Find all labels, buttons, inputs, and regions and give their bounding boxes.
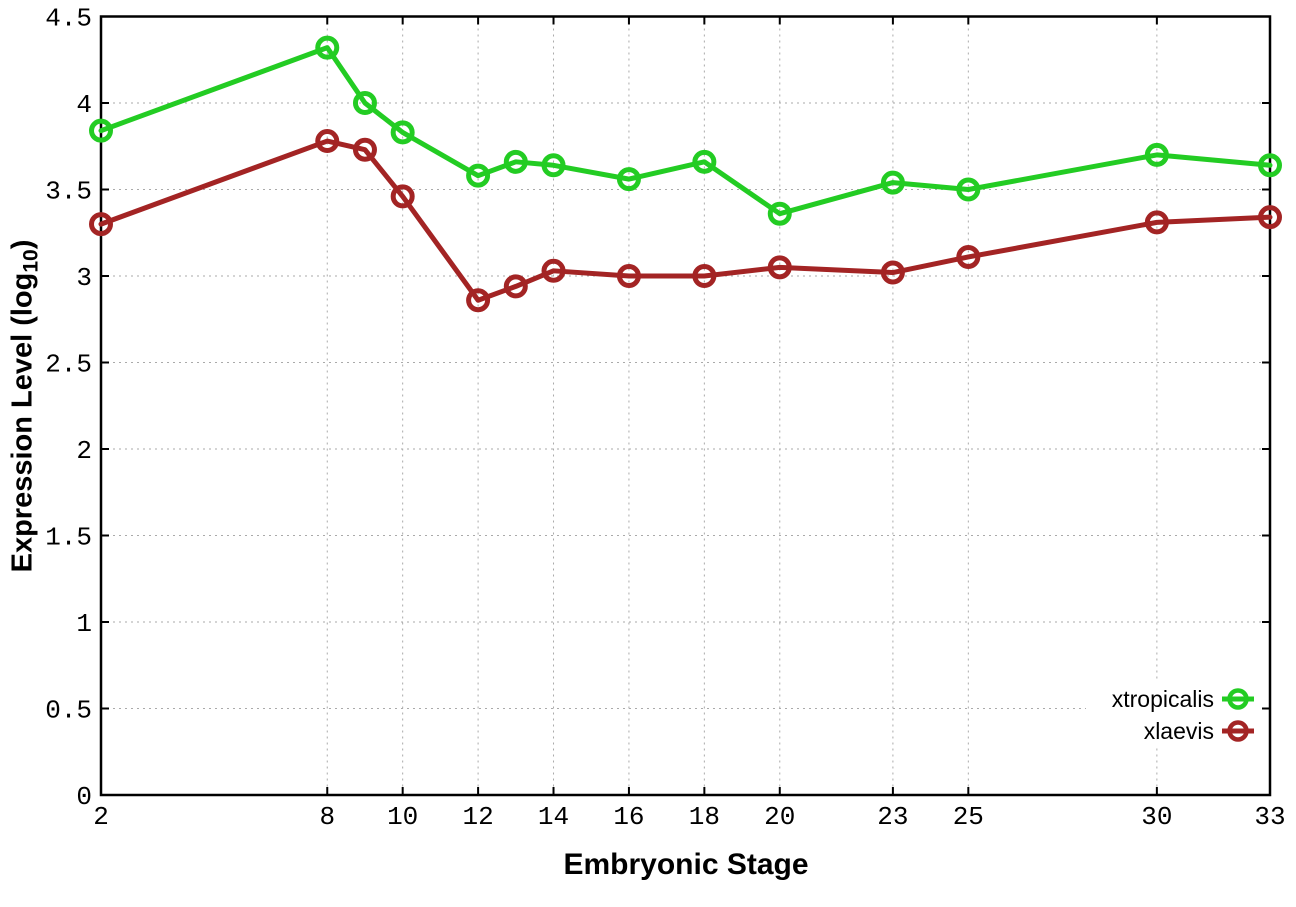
- data-point-xtropicalis: [390, 120, 415, 145]
- x-tick-label: 18: [689, 802, 720, 832]
- data-point-xtropicalis: [89, 118, 113, 143]
- data-point-xtropicalis: [541, 153, 566, 178]
- y-tick-label: 4.5: [45, 4, 92, 34]
- data-point-xlaevis: [616, 264, 641, 288]
- y-tick-label: 3: [76, 263, 92, 293]
- y-axis-title-subscript: 10: [19, 249, 43, 273]
- y-tick-label: 0.5: [45, 696, 92, 726]
- data-point-xlaevis: [880, 260, 905, 285]
- data-point-xtropicalis: [315, 35, 340, 60]
- x-tick-label: 14: [538, 802, 569, 832]
- y-tick-label: 4: [76, 90, 92, 120]
- data-point-xlaevis: [1144, 210, 1169, 235]
- legend-sample-marker-xlaevis: [1227, 720, 1249, 742]
- data-point-xlaevis: [956, 244, 981, 269]
- legend-sample-marker-xtropicalis: [1227, 688, 1249, 710]
- data-point-xtropicalis: [616, 167, 641, 192]
- x-tick-label: 10: [387, 802, 418, 832]
- x-tick-label: 20: [764, 802, 795, 832]
- data-point-xlaevis: [541, 258, 566, 283]
- legend-label-xtropicalis: xtropicalis: [1112, 686, 1214, 712]
- data-point-xlaevis: [1258, 205, 1282, 230]
- data-point-xtropicalis: [352, 91, 377, 115]
- legend-label-xlaevis: xlaevis: [1144, 718, 1214, 744]
- x-tick-label: 25: [953, 802, 984, 832]
- data-point-xlaevis: [89, 212, 113, 237]
- data-point-xlaevis: [767, 255, 792, 280]
- data-point-xtropicalis: [767, 201, 792, 226]
- plot-border: [99, 15, 1272, 797]
- x-tick-label: 30: [1141, 802, 1172, 832]
- data-point-xlaevis: [466, 288, 491, 313]
- x-tick-label: 23: [877, 802, 908, 832]
- data-point-xlaevis: [352, 137, 377, 162]
- x-tick-label: 8: [319, 802, 335, 832]
- data-point-xtropicalis: [880, 170, 905, 195]
- data-point-xtropicalis: [466, 163, 491, 188]
- data-point-xlaevis: [315, 129, 340, 154]
- x-axis-title: Embryonic Stage: [563, 848, 809, 881]
- data-point-xtropicalis: [1144, 142, 1169, 167]
- x-tick-label: 16: [613, 802, 644, 832]
- data-point-xtropicalis: [1258, 153, 1282, 178]
- x-tick-label: 2: [93, 802, 109, 832]
- y-tick-label: 1.5: [45, 523, 92, 553]
- y-axis-title-suffix: ): [6, 239, 39, 250]
- x-tick-label: 33: [1254, 802, 1285, 832]
- data-point-xlaevis: [503, 274, 528, 299]
- data-point-xlaevis: [692, 264, 717, 288]
- y-tick-label: 3.5: [45, 177, 92, 207]
- x-tick-label: 12: [462, 802, 493, 832]
- data-point-xlaevis: [390, 184, 415, 209]
- data-point-xtropicalis: [956, 177, 981, 202]
- y-axis-title-text: Expression Level (log: [6, 272, 39, 573]
- data-point-xtropicalis: [503, 149, 528, 174]
- y-axis-title: Expression Level (log10): [7, 240, 44, 573]
- series-line-xtropicalis: [98, 45, 1273, 217]
- y-tick-label: 2: [76, 436, 92, 466]
- data-point-xtropicalis: [692, 149, 717, 174]
- y-tick-label: 1: [76, 609, 92, 639]
- y-tick-label: 2.5: [45, 350, 92, 380]
- y-tick-label: 0: [76, 782, 92, 812]
